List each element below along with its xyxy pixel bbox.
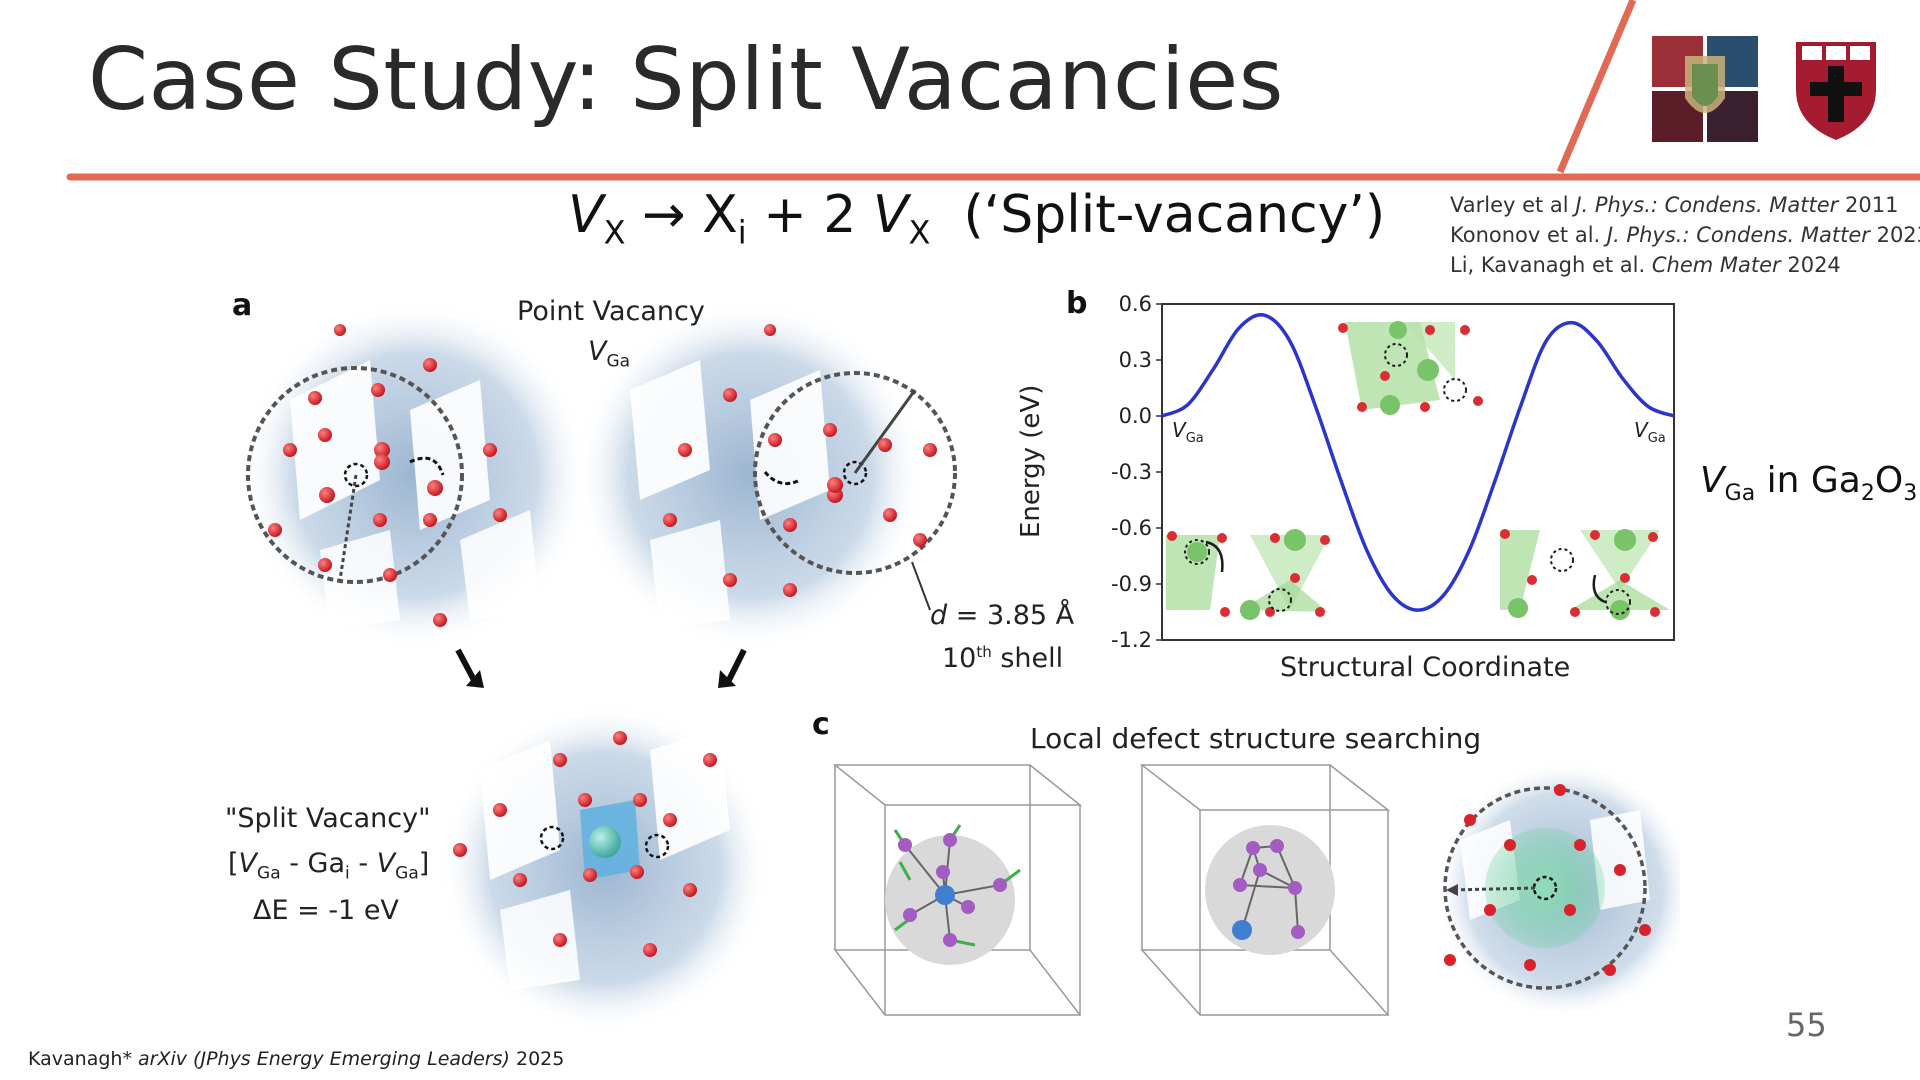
- header-accent-lines: [66, 0, 1920, 181]
- y-tick-label: -1.2: [1111, 628, 1152, 652]
- structure-left: [240, 300, 590, 650]
- y-tick-label: -0.9: [1111, 572, 1152, 596]
- energy-curve: [1161, 313, 1675, 612]
- eq-interstitial: X: [702, 185, 738, 245]
- reference-item: Varley et al J. Phys.: Condens. Matter 2…: [1450, 193, 1899, 217]
- y-tick-label: -0.3: [1111, 460, 1152, 484]
- slide-title: Case Study: Split Vacancies: [88, 30, 1284, 130]
- y-tick-label: 0.3: [1119, 348, 1152, 372]
- eq-rhs-sub: X: [908, 213, 931, 252]
- arrow-down-left: [455, 648, 478, 684]
- structure-right: [575, 300, 957, 650]
- chart-xlabel: Structural Coordinate: [1280, 652, 1571, 683]
- header-diagonal-line: [1556, 0, 1637, 174]
- page-number: 55: [1786, 1006, 1827, 1044]
- distance-label: d = 3.85 Å: [930, 600, 1075, 631]
- y-tick-label: 0.0: [1119, 404, 1152, 428]
- y-tick-label: 0.6: [1119, 292, 1152, 316]
- arrow-down-right: [725, 648, 747, 684]
- mosaic-logo-icon: [1652, 36, 1758, 142]
- inset-structure-bottom-left: [1166, 529, 1330, 620]
- vga-material-label: VGa in Ga2O3: [1700, 460, 1918, 507]
- panel-c-title: Local defect structure searching: [1030, 722, 1482, 755]
- reference-item: Kononov et al. J. Phys.: Condens. Matter…: [1450, 223, 1920, 247]
- delta-e-label: ΔE = -1 eV: [253, 895, 399, 926]
- eq-plus-two: + 2: [763, 185, 857, 245]
- left-state-label: VGa: [1172, 418, 1204, 446]
- distance-leader-line: [911, 561, 931, 611]
- chart-ylabel: Energy (eV): [1016, 384, 1046, 538]
- search-sphere-2: [1205, 825, 1335, 955]
- structure-search-result: [1435, 760, 1680, 1020]
- eq-arrow: →: [642, 185, 686, 245]
- panel-c-structures: [832, 760, 1680, 1020]
- inset-structure-top: [1338, 321, 1483, 415]
- panel-a-structures: [240, 300, 957, 1030]
- split-vacancy-label: "Split Vacancy": [225, 803, 431, 834]
- energy-chart: 0.6 0.3 0.0 -0.3 -0.6 -0.9 -1.2: [1111, 292, 1675, 652]
- right-state-label: VGa: [1634, 418, 1666, 446]
- references-list: Varley et al J. Phys.: Condens. Matter 2…: [1450, 190, 1920, 280]
- panel-b-letter: b: [1066, 286, 1088, 321]
- shell-label: 10th shell: [942, 643, 1064, 674]
- search-box-1: [832, 764, 1083, 1016]
- inset-structure-bottom-right: [1500, 529, 1670, 620]
- harvard-shield-logo: [1792, 38, 1880, 142]
- structure-split: [440, 703, 770, 1030]
- footer-citation: Kavanagh* arXiv (JPhys Energy Emerging L…: [28, 1048, 565, 1070]
- eq-vacancy-sub: X: [603, 213, 626, 252]
- reference-item: Li, Kavanagh et al. Chem Mater 2024: [1450, 253, 1841, 277]
- eq-interstitial-sub: i: [737, 213, 747, 252]
- panel-a-letter: a: [232, 288, 253, 323]
- vga-label-top: VGa: [588, 336, 631, 372]
- split-vacancy-equation: VX → Xi + 2 VX (‘Split-vacancy’): [568, 185, 1385, 251]
- point-vacancy-label: Point Vacancy: [517, 296, 705, 327]
- atom-blue-1: [935, 885, 955, 905]
- arrow-head-right: [718, 670, 736, 688]
- y-tick-label: -0.6: [1111, 516, 1152, 540]
- shield-icon: [1796, 42, 1876, 140]
- panel-c-letter: c: [812, 707, 830, 742]
- arrow-head-left: [466, 670, 484, 688]
- institution-logo-mosaic: [1652, 36, 1758, 142]
- eq-rhs-vacancy: V: [872, 185, 909, 245]
- eq-vacancy-symbol: V: [568, 185, 604, 245]
- y-axis-ticks: 0.6 0.3 0.0 -0.3 -0.6 -0.9 -1.2: [1111, 292, 1162, 652]
- split-vacancy-formula: [VGa - Gai - VGa]: [228, 848, 430, 884]
- eq-annotation: (‘Split-vacancy’): [963, 185, 1386, 245]
